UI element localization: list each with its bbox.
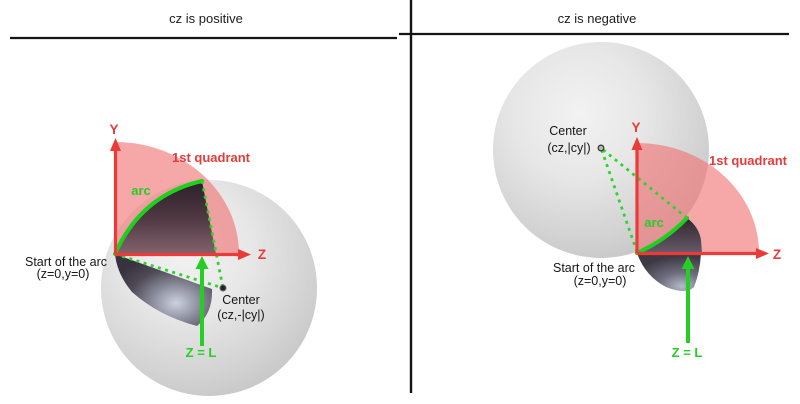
left-z-axis-label: Z	[258, 247, 266, 262]
left-center-label-line1: Center	[222, 293, 260, 307]
left-arc-label: arc	[131, 183, 151, 198]
right-panel: cz is negative Y Z 1st quadrant arc Star…	[493, 11, 788, 360]
left-start-label-line2: (z=0,y=0)	[37, 267, 90, 281]
right-quadrant-label: 1st quadrant	[709, 153, 788, 168]
left-panel: cz is positive Y Z 1st quadrant arc Star…	[25, 11, 317, 396]
left-arc-curve	[113, 179, 204, 256]
left-z-axis-arrowhead-icon	[238, 249, 251, 260]
right-length-label: Z = L	[672, 345, 703, 360]
left-quadrant-label: 1st quadrant	[172, 150, 251, 165]
left-length-arrowhead-icon	[195, 256, 209, 269]
right-z-axis-arrowhead-icon	[756, 248, 769, 259]
right-center-label-line2: (cz,|cy|)	[547, 141, 590, 155]
right-y-axis-arrowhead-icon	[631, 137, 643, 150]
right-y-axis-label: Y	[631, 120, 640, 135]
right-length-arrowhead-icon	[681, 256, 695, 269]
left-title: cz is positive	[169, 11, 243, 26]
right-arc-label: arc	[644, 215, 664, 230]
left-dark-sphere-lower	[115, 254, 213, 326]
left-center-dot	[219, 284, 227, 292]
right-z-axis-label: Z	[773, 247, 781, 262]
left-start-label-line1: Start of the arc	[25, 255, 107, 269]
right-title: cz is negative	[558, 11, 637, 26]
left-dark-sphere-wedge	[115, 181, 216, 254]
right-radius-start-dotted	[599, 147, 639, 253]
left-y-axis-arrowhead-icon	[110, 138, 121, 151]
right-start-label-line1: Start of the arc	[553, 261, 635, 275]
left-y-axis-label: Y	[109, 122, 118, 137]
right-dark-sphere-lower	[637, 253, 701, 291]
right-center-label-line1: Center	[549, 124, 587, 138]
right-first-quadrant-region	[637, 143, 759, 253]
left-length-label: Z = L	[186, 345, 217, 360]
left-center-label-line2: (cz,-|cy|)	[217, 308, 264, 322]
right-radius-end-dotted	[600, 146, 688, 220]
right-arc-curve	[635, 216, 689, 255]
right-center-dot	[597, 144, 605, 152]
left-radius-end-dotted	[200, 180, 225, 289]
right-start-label-line2: (z=0,y=0)	[574, 274, 627, 288]
